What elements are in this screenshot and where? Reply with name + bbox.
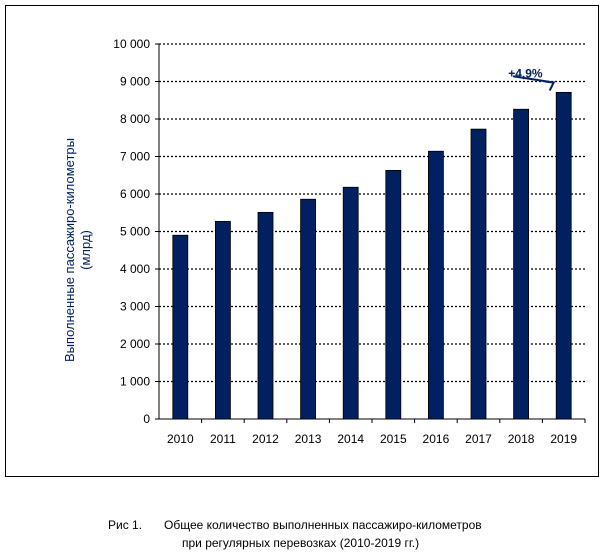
x-tick-label: 2014: [337, 432, 364, 446]
caption-label: Рис 1.: [108, 518, 143, 532]
y-tick-label: 4 000: [120, 262, 150, 276]
x-tick-label: 2010: [167, 432, 194, 446]
y-tick-label: 3 000: [120, 300, 150, 314]
caption-line1: Общее количество выполненных пассажиро-к…: [164, 518, 482, 532]
bar-2011: [214, 220, 231, 420]
bar-2010: [172, 234, 189, 420]
chart-frame: [5, 5, 599, 477]
y-tick-label: 0: [143, 412, 150, 426]
bar-2013: [300, 198, 317, 420]
y-tick-label: 1 000: [120, 375, 150, 389]
y-tick-label: 6 000: [120, 187, 150, 201]
x-tick-label: 2019: [550, 432, 577, 446]
bar-2012: [257, 211, 274, 420]
annotation-label: +4,9%: [508, 67, 543, 81]
bar-2014: [342, 186, 359, 420]
y-tick-label: 10 000: [113, 37, 150, 51]
bar-2015: [385, 169, 402, 420]
y-tick-label: 7 000: [120, 150, 150, 164]
bar-2018: [513, 108, 529, 420]
y-tick-label: 8 000: [120, 112, 150, 126]
x-tick-label: 2011: [210, 432, 236, 446]
bar-2019: [555, 91, 572, 420]
x-tick-label: 2017: [465, 432, 492, 446]
x-tick-label: 2018: [508, 432, 535, 446]
y-tick-label: 2 000: [120, 337, 150, 351]
caption-line2: при регулярных перевозках (2010-2019 гг.…: [182, 536, 420, 550]
bar-2016: [427, 150, 444, 420]
x-tick-label: 2013: [295, 432, 322, 446]
x-tick-label: 2016: [423, 432, 450, 446]
x-tick-label: 2012: [252, 432, 279, 446]
y-tick-label: 9 000: [120, 75, 150, 89]
y-tick-label: 5 000: [120, 225, 150, 239]
x-tick-label: 2015: [380, 432, 407, 446]
y-axis-title: Выполненные пассажиро-километры(млрд): [62, 138, 93, 362]
bar-2017: [470, 128, 487, 420]
arrow-head-icon: [544, 80, 556, 91]
